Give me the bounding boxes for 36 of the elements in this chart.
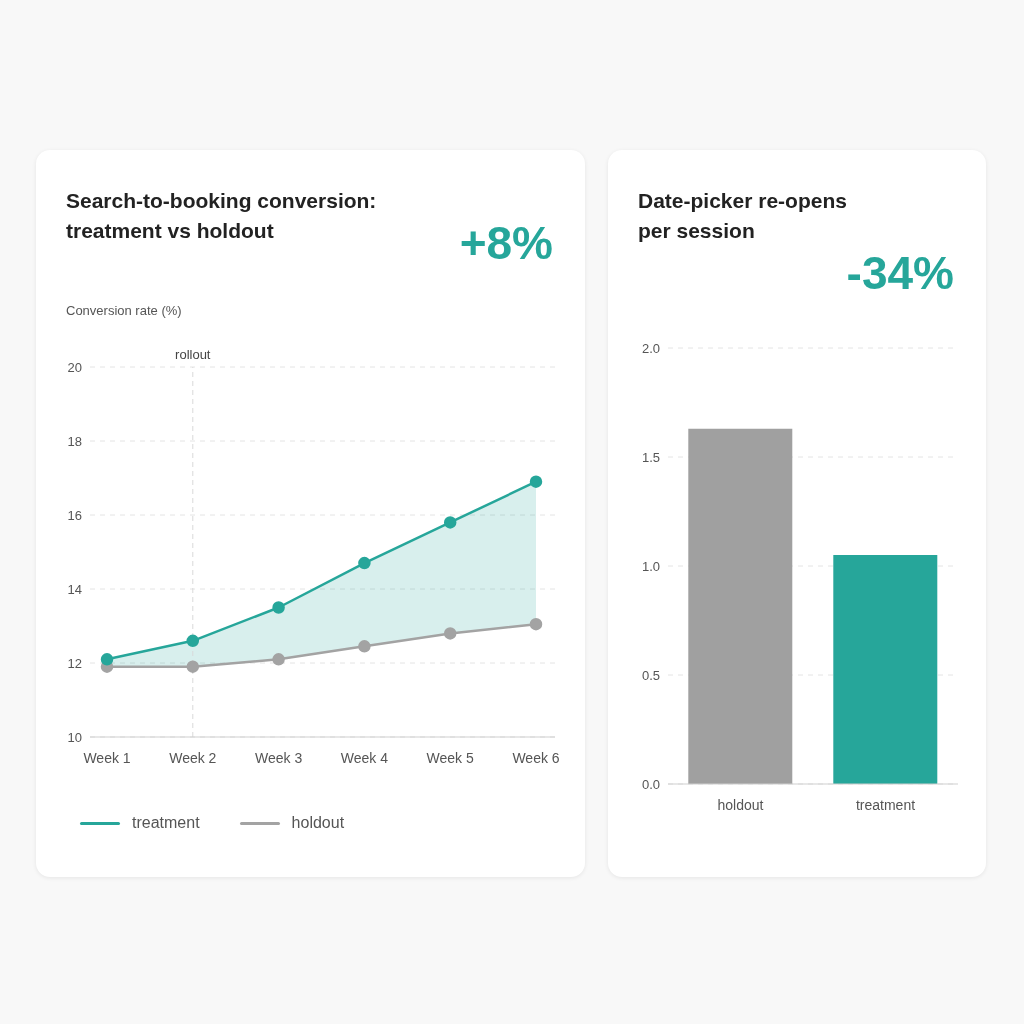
- point: [272, 653, 285, 666]
- text: +8%: [459, 216, 553, 270]
- ref-line-label: rollout: [175, 347, 211, 362]
- point: [358, 640, 371, 653]
- x-tick-label: Week 6: [512, 749, 560, 766]
- text: -34%: [846, 246, 954, 300]
- chart-title: Date-picker re-opens per session: [638, 188, 848, 244]
- x-tick-label: Week 3: [254, 749, 303, 766]
- y-tick-label: 1.5: [641, 449, 660, 465]
- point: [186, 660, 200, 673]
- y-tick-label: 12: [67, 655, 82, 671]
- point: [186, 634, 200, 648]
- y-tick-label: 1.0: [641, 558, 660, 574]
- y-tick-label: 14: [67, 581, 82, 597]
- x-tick-label: Week 2: [169, 749, 217, 766]
- point: [443, 516, 457, 529]
- y-axis-title: Conversion rate (%): [66, 303, 182, 318]
- point: [358, 556, 371, 570]
- point: [100, 653, 114, 666]
- y-tick-label: 10: [67, 729, 82, 745]
- legend-label: holdout: [291, 814, 345, 832]
- y-tick-label: 0.5: [641, 667, 660, 683]
- y-tick-label: 20: [67, 359, 82, 375]
- y-tick-label: 18: [67, 433, 82, 449]
- point: [529, 475, 543, 488]
- y-tick-label: 0.0: [641, 776, 660, 792]
- point: [529, 617, 543, 631]
- x-tick-label: Week 5: [426, 749, 475, 766]
- chart-title: Search-to-booking conversion: treatment vs holdout: [66, 188, 378, 244]
- x-tick-label: Week 4: [340, 749, 389, 766]
- point: [272, 601, 285, 614]
- point: [443, 627, 457, 640]
- y-tick-label: 16: [67, 507, 82, 523]
- legend-label: treatment: [132, 814, 200, 832]
- x-tick-label: Week 1: [83, 749, 131, 766]
- y-tick-label: 2.0: [641, 340, 660, 356]
